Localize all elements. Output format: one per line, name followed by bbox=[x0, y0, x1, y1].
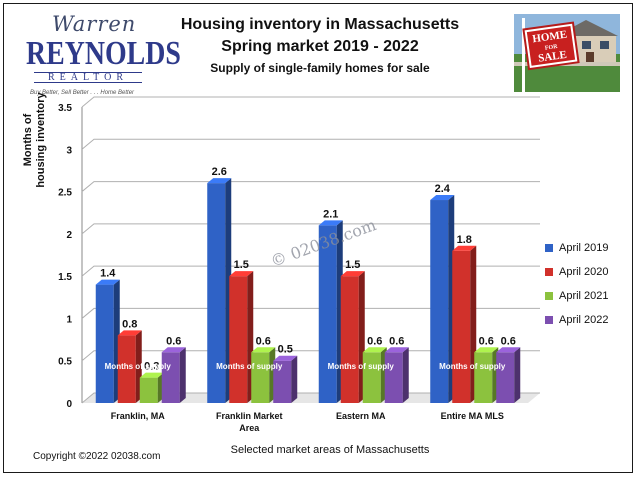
data-label: 2.4 bbox=[435, 183, 451, 195]
legend-swatch bbox=[545, 244, 553, 252]
sign-line-2: FOR bbox=[545, 44, 559, 52]
legend-label: April 2020 bbox=[559, 266, 609, 278]
legend-item: April 2019 bbox=[545, 236, 635, 260]
bar bbox=[452, 245, 477, 403]
bar bbox=[229, 271, 254, 403]
bar bbox=[139, 372, 164, 403]
chart-titles: Housing inventory in Massachusetts Sprin… bbox=[150, 14, 490, 78]
gridline bbox=[81, 96, 540, 108]
bar-annotation: Months of supply bbox=[216, 362, 283, 371]
data-label: 1.8 bbox=[457, 234, 472, 246]
legend-label: April 2021 bbox=[559, 290, 609, 302]
y-tick-label: 0 bbox=[66, 399, 72, 410]
y-tick-label: 0.5 bbox=[58, 357, 72, 368]
data-label: 0.5 bbox=[278, 344, 293, 356]
bar bbox=[273, 355, 298, 403]
data-label: 0.6 bbox=[166, 335, 181, 347]
bar-annotation: Months of supply bbox=[439, 362, 506, 371]
bar bbox=[251, 347, 276, 403]
data-label: 1.4 bbox=[100, 268, 116, 280]
legend-swatch bbox=[545, 292, 553, 300]
copyright-text: Copyright ©2022 02038.com bbox=[33, 451, 161, 462]
gridline bbox=[81, 307, 540, 319]
realtor-logo: Warren REYNOLDS REALTOR Buy Better, Sell… bbox=[22, 12, 181, 96]
bar-annotation: Months of supply bbox=[104, 362, 171, 371]
bar bbox=[430, 195, 455, 403]
logo-tagline: Buy Better, Sell Better . . . Home Bette… bbox=[30, 90, 135, 96]
data-label: 0.8 bbox=[122, 318, 137, 330]
y-axis-label-line-1: Months of bbox=[22, 113, 34, 167]
bar bbox=[362, 347, 387, 403]
x-category-label: Eastern MA bbox=[335, 411, 386, 421]
chart-floor bbox=[82, 393, 540, 403]
data-label: 0.6 bbox=[479, 335, 494, 347]
data-label: 0.3 bbox=[144, 361, 159, 373]
data-label: 0.6 bbox=[256, 335, 271, 347]
chart-title: Housing inventory in Massachusetts bbox=[180, 16, 460, 33]
legend-item: April 2022 bbox=[545, 308, 635, 332]
data-label: 0.6 bbox=[501, 335, 516, 347]
data-label: 2.6 bbox=[212, 166, 227, 178]
y-axis-label: Months of housing inventory bbox=[22, 85, 56, 195]
data-label: 0.6 bbox=[367, 335, 382, 347]
x-category-label: Franklin, MA bbox=[110, 411, 165, 421]
y-tick-label: 3 bbox=[66, 145, 72, 156]
chart-legend: April 2019 April 2020 April 2021 April 2022 bbox=[545, 236, 635, 332]
gridline bbox=[81, 181, 540, 192]
gridline bbox=[81, 223, 540, 235]
bar bbox=[161, 347, 186, 403]
bar bbox=[496, 347, 521, 403]
logo-surname: REYNOLDS bbox=[26, 35, 181, 72]
y-axis-label-line-2: housing inventory bbox=[35, 92, 47, 188]
y-tick-label: 2 bbox=[66, 230, 72, 241]
data-label: 1.5 bbox=[234, 259, 249, 271]
bar-annotation: Months of supply bbox=[327, 362, 394, 371]
y-tick-label: 2.5 bbox=[58, 188, 72, 199]
sign-line-1: HOME bbox=[532, 29, 568, 46]
legend-item: April 2021 bbox=[545, 284, 635, 308]
y-tick-label: 1.5 bbox=[58, 272, 72, 283]
legend-label: April 2019 bbox=[559, 242, 609, 254]
legend-swatch bbox=[545, 316, 553, 324]
bar bbox=[474, 347, 499, 403]
y-tick-label: 1 bbox=[66, 314, 72, 325]
bar bbox=[384, 347, 409, 403]
data-label: 2.1 bbox=[323, 208, 338, 220]
gridline bbox=[81, 138, 540, 150]
gridline bbox=[81, 265, 540, 277]
x-category-label: Franklin Market Area bbox=[215, 411, 283, 433]
x-category-label: Entire MA MLS bbox=[440, 411, 504, 421]
legend-item: April 2020 bbox=[545, 260, 635, 284]
y-tick-label: 3.5 bbox=[58, 103, 72, 114]
bar bbox=[207, 178, 232, 403]
legend-swatch bbox=[545, 268, 553, 276]
chart-subtitle: Spring market 2019 - 2022 bbox=[221, 38, 419, 55]
data-label: 1.5 bbox=[345, 259, 360, 271]
sign-line-3: SALE bbox=[537, 49, 567, 65]
chart-subtitle-2: Supply of single-family homes for sale bbox=[210, 61, 430, 75]
x-axis-title: Selected market areas of Massachusetts bbox=[230, 444, 430, 456]
home-for-sale-photo: HOME FOR SALE bbox=[514, 14, 620, 92]
data-label: 0.6 bbox=[389, 335, 404, 347]
bar bbox=[95, 279, 120, 403]
logo-realtor: REALTOR bbox=[34, 72, 142, 83]
bar bbox=[340, 271, 365, 403]
legend-label: April 2022 bbox=[559, 314, 609, 326]
logo-script-name: Warren bbox=[52, 12, 137, 36]
